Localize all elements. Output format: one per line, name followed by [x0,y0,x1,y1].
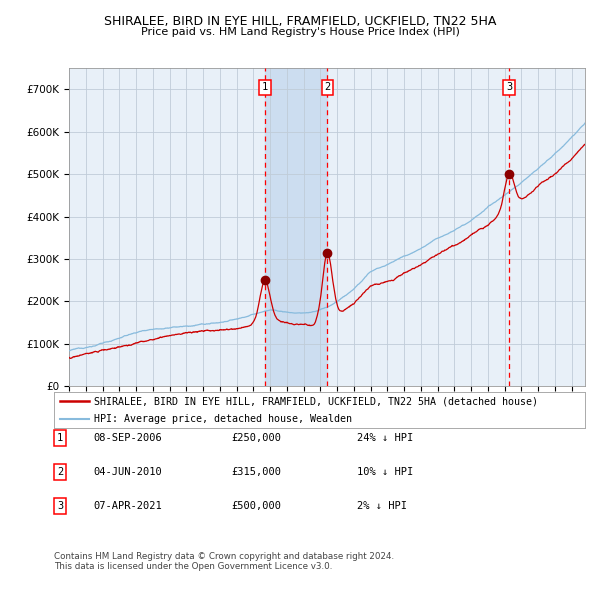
Text: £315,000: £315,000 [231,467,281,477]
Text: 10% ↓ HPI: 10% ↓ HPI [357,467,413,477]
Text: 1: 1 [262,82,268,92]
Text: Price paid vs. HM Land Registry's House Price Index (HPI): Price paid vs. HM Land Registry's House … [140,27,460,37]
Text: 24% ↓ HPI: 24% ↓ HPI [357,433,413,442]
Text: HPI: Average price, detached house, Wealden: HPI: Average price, detached house, Weal… [94,414,352,424]
Text: SHIRALEE, BIRD IN EYE HILL, FRAMFIELD, UCKFIELD, TN22 5HA: SHIRALEE, BIRD IN EYE HILL, FRAMFIELD, U… [104,15,496,28]
Text: 3: 3 [506,82,512,92]
Text: 2% ↓ HPI: 2% ↓ HPI [357,502,407,511]
Text: Contains HM Land Registry data © Crown copyright and database right 2024.
This d: Contains HM Land Registry data © Crown c… [54,552,394,571]
Text: 2: 2 [57,467,63,477]
Text: £500,000: £500,000 [231,502,281,511]
Text: 04-JUN-2010: 04-JUN-2010 [93,467,162,477]
Bar [265,68,328,386]
Text: 3: 3 [57,502,63,511]
Text: 2: 2 [324,82,331,92]
Text: SHIRALEE, BIRD IN EYE HILL, FRAMFIELD, UCKFIELD, TN22 5HA (detached house): SHIRALEE, BIRD IN EYE HILL, FRAMFIELD, U… [94,396,538,406]
Text: 1: 1 [57,433,63,442]
Text: £250,000: £250,000 [231,433,281,442]
Text: 07-APR-2021: 07-APR-2021 [93,502,162,511]
Text: 08-SEP-2006: 08-SEP-2006 [93,433,162,442]
